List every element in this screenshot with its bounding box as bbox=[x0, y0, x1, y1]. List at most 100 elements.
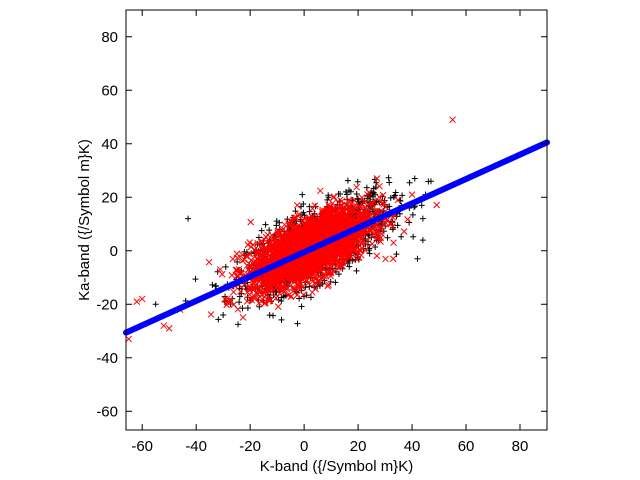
y-tick-label: -40 bbox=[96, 350, 118, 367]
data-point-cross bbox=[345, 246, 353, 254]
data-point-cross bbox=[364, 191, 371, 198]
data-point-cross bbox=[321, 226, 329, 233]
data-point-cross bbox=[224, 298, 231, 306]
data-point-plus bbox=[325, 192, 332, 199]
data-point-cross bbox=[279, 231, 286, 239]
data-point-cross bbox=[289, 271, 297, 279]
data-point-cross bbox=[362, 239, 369, 247]
data-point-cross bbox=[258, 237, 265, 245]
data-point-plus bbox=[364, 195, 371, 202]
data-point-cross bbox=[323, 206, 331, 213]
x-tick-label: -60 bbox=[131, 438, 153, 455]
data-point-cross bbox=[347, 237, 355, 244]
data-point-plus bbox=[255, 234, 262, 241]
data-point-cross bbox=[318, 221, 325, 229]
data-point-cross bbox=[218, 270, 226, 278]
data-point-cross bbox=[327, 244, 335, 252]
data-point-cross bbox=[293, 201, 301, 209]
series-2 bbox=[123, 139, 550, 336]
data-point-cross bbox=[293, 291, 301, 299]
data-point-cross bbox=[345, 196, 353, 204]
data-point-cross bbox=[352, 204, 360, 211]
data-point-cross bbox=[256, 261, 264, 269]
data-point-cross bbox=[233, 266, 241, 274]
data-point-cross bbox=[264, 246, 272, 254]
data-point-cross bbox=[317, 187, 324, 195]
data-point-cross bbox=[341, 255, 348, 262]
data-point-cross bbox=[321, 271, 329, 279]
data-point-cross bbox=[274, 229, 282, 237]
data-point-cross bbox=[382, 255, 389, 263]
data-point-cross bbox=[290, 231, 298, 239]
data-point-plus bbox=[371, 176, 378, 183]
data-point-cross bbox=[266, 239, 273, 247]
data-point-cross bbox=[404, 215, 411, 223]
data-point-plus bbox=[244, 305, 251, 312]
data-point-cross bbox=[394, 196, 402, 204]
y-tick-label: 60 bbox=[101, 82, 118, 99]
data-point-plus bbox=[220, 311, 227, 318]
data-point-cross bbox=[300, 291, 307, 299]
data-point-cross bbox=[295, 281, 303, 289]
x-tick-label: -40 bbox=[185, 438, 207, 455]
data-point-cross bbox=[327, 269, 334, 277]
data-point-cross bbox=[374, 235, 381, 243]
data-point-plus bbox=[284, 216, 291, 223]
data-point-cross bbox=[288, 227, 295, 235]
data-point-cross bbox=[281, 284, 289, 292]
data-point-cross bbox=[327, 245, 335, 253]
data-point-plus bbox=[419, 237, 426, 244]
data-point-cross bbox=[278, 266, 286, 274]
data-point-cross bbox=[311, 202, 319, 209]
data-point-plus bbox=[262, 221, 269, 228]
data-point-cross bbox=[243, 298, 251, 305]
data-point-cross bbox=[251, 246, 259, 254]
data-point-cross bbox=[245, 285, 253, 293]
data-point-cross bbox=[361, 204, 369, 212]
data-point-cross bbox=[433, 201, 441, 209]
data-point-cross bbox=[314, 232, 321, 240]
data-point-plus bbox=[394, 222, 401, 229]
data-point-cross bbox=[382, 203, 390, 211]
data-point-cross bbox=[239, 314, 247, 321]
data-point-cross bbox=[239, 251, 246, 259]
data-point-cross bbox=[356, 210, 364, 218]
data-point-cross bbox=[372, 228, 380, 235]
data-point-cross bbox=[353, 255, 360, 263]
y-tick-label: 0 bbox=[110, 243, 118, 260]
data-point-cross bbox=[275, 243, 283, 251]
x-tick-label: 80 bbox=[512, 438, 529, 455]
data-point-cross bbox=[377, 222, 385, 230]
data-point-cross bbox=[325, 281, 332, 288]
data-point-cross bbox=[255, 257, 263, 265]
data-point-cross bbox=[373, 175, 381, 182]
data-point-cross bbox=[285, 268, 293, 276]
data-point-cross bbox=[320, 211, 328, 219]
data-point-cross bbox=[317, 234, 325, 242]
data-point-cross bbox=[247, 243, 255, 251]
data-point-cross bbox=[363, 208, 371, 215]
data-point-cross bbox=[330, 193, 338, 201]
data-point-cross bbox=[353, 183, 360, 191]
data-point-cross bbox=[287, 293, 295, 301]
data-point-cross bbox=[346, 219, 354, 226]
data-point-plus bbox=[192, 276, 199, 283]
data-point-plus bbox=[372, 184, 379, 191]
data-point-plus bbox=[299, 191, 306, 198]
data-point-plus bbox=[273, 218, 280, 225]
data-point-plus bbox=[427, 178, 434, 185]
data-point-cross bbox=[379, 191, 387, 199]
data-point-cross bbox=[291, 215, 299, 222]
data-point-cross bbox=[245, 259, 253, 267]
y-tick-label: 20 bbox=[101, 189, 118, 206]
data-point-cross bbox=[277, 240, 285, 247]
data-point-cross bbox=[138, 295, 146, 303]
data-point-plus bbox=[385, 174, 392, 181]
data-point-cross bbox=[306, 256, 313, 263]
data-point-cross bbox=[370, 198, 378, 206]
data-point-cross bbox=[324, 212, 332, 220]
data-point-plus bbox=[411, 175, 418, 182]
data-point-plus bbox=[152, 301, 159, 308]
data-point-cross bbox=[331, 222, 338, 230]
fit-line bbox=[123, 139, 550, 336]
